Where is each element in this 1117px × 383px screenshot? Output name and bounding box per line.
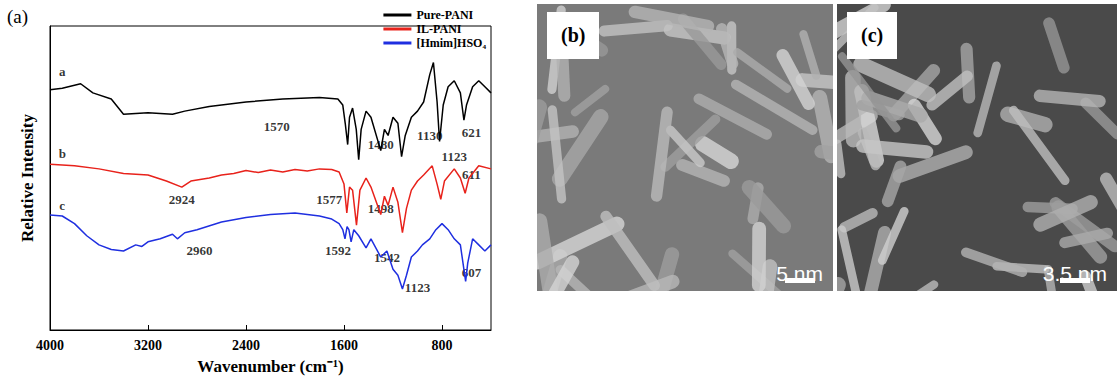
svg-text:2924: 2924: [169, 192, 196, 207]
svg-text:1480: 1480: [367, 137, 394, 153]
svg-text:1592: 1592: [325, 243, 351, 258]
html-text:3.5 nm: 3.5 nm: [1042, 262, 1107, 285]
svg-text:IL-PANI: IL-PANI: [416, 22, 461, 36]
svg-text:Pure-PANI: Pure-PANI: [416, 8, 473, 22]
svg-text:(a): (a): [7, 6, 28, 28]
svg-text:1600: 1600: [330, 338, 358, 353]
svg-text:607: 607: [461, 264, 482, 280]
svg-text:Relative Intensity: Relative Intensity: [18, 114, 37, 242]
svg-text:2400: 2400: [232, 338, 260, 353]
svg-text:2960: 2960: [186, 243, 212, 258]
svg-text:[Hmim]HSO₄: [Hmim]HSO₄: [416, 36, 486, 50]
svg-text:c: c: [59, 198, 65, 213]
svg-text:800: 800: [432, 338, 453, 353]
svg-text:a: a: [59, 64, 66, 79]
svg-text:611: 611: [462, 167, 481, 183]
svg-text:b: b: [59, 146, 66, 161]
svg-text:1123: 1123: [405, 280, 431, 295]
svg-text:1498: 1498: [367, 200, 394, 216]
html-text:5 nm: 5 nm: [776, 262, 823, 285]
html-text:(b): (b): [561, 24, 586, 46]
svg-text:Wavenumber (cm⁻¹): Wavenumber (cm⁻¹): [197, 357, 343, 376]
svg-text:1123: 1123: [442, 149, 468, 164]
svg-text:3200: 3200: [134, 338, 162, 353]
svg-text:4000: 4000: [36, 338, 64, 353]
svg-text:621: 621: [462, 125, 482, 140]
svg-text:1570: 1570: [264, 119, 290, 134]
html-text:(c): (c): [861, 24, 884, 46]
svg-text:1542: 1542: [373, 249, 400, 265]
svg-text:1577: 1577: [316, 192, 343, 207]
svg-text:1130: 1130: [417, 127, 443, 143]
